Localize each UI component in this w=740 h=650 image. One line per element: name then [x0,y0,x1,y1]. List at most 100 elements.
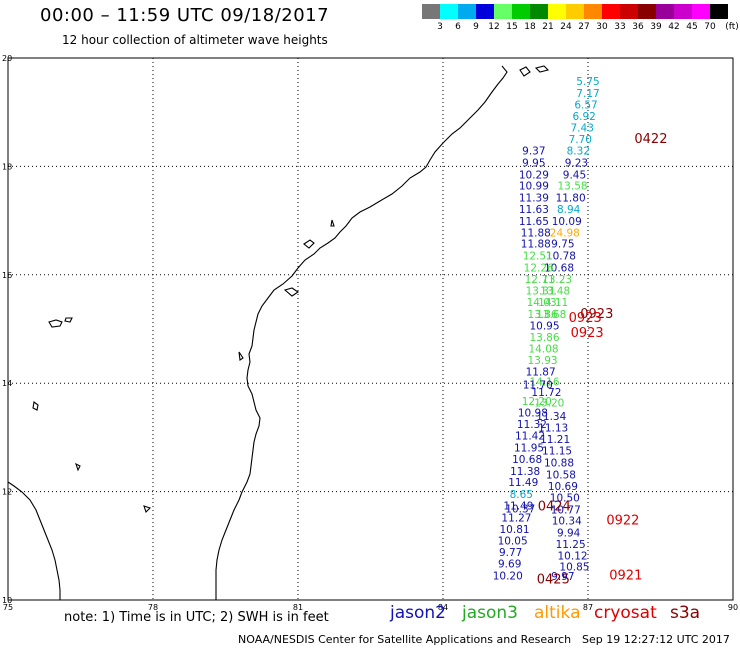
satellite-cryosat: cryosat [594,603,657,623]
swh-value: 11.49 [508,477,538,489]
swh-value: 11.27 [501,512,531,524]
swh-value: 11.87 [526,367,556,379]
legend-swatch [530,4,548,19]
lat-tick-label: 18 [2,162,12,171]
lon-tick-label: 75 [3,603,13,612]
swh-value: 9.94 [557,528,581,540]
swh-value: 10.85 [559,562,589,574]
legend-swatch [548,4,566,19]
swh-value: 8.65 [510,489,533,501]
legend-label: 12 [488,22,500,32]
map-grid [7,57,734,601]
lon-tick-label: 84 [438,603,448,612]
lat-tick-label: 16 [2,271,12,280]
legend-label: 39 [650,22,662,32]
legend-label: 21 [542,22,554,32]
swh-value: 11.38 [510,466,540,478]
swh-value: 14.16 [529,376,559,388]
pass-time-label: 0923 [571,326,604,341]
swh-value: 10.81 [500,524,530,536]
island-3 [32,401,39,411]
swh-value: 9.69 [498,558,521,570]
coastline-india-east [215,65,508,600]
swh-value: 7.17 [576,88,599,100]
swh-value: 11.39 [519,193,549,205]
legend-label: 3 [437,22,443,32]
swh-value: 13.58 [558,181,588,193]
legend-swatch [494,4,512,19]
swh-value: 12.51 [523,251,553,263]
legend-swatch [512,4,530,19]
swh-value: 13.31 [526,285,556,297]
legend-swatch [584,4,602,19]
generation-timestamp: Sep 19 12:27:12 UTC 2017 [582,633,730,646]
swh-value: 11.21 [540,434,570,446]
swh-value: 11.32 [517,419,547,431]
legend-unit: (ft) [725,22,739,32]
swh-value: 11.72 [531,387,561,399]
island-8 [238,351,244,361]
lat-tick-label: 20 [2,54,12,63]
island-6 [303,239,315,249]
pass-time-label: 0923 [580,307,613,322]
legend-label: 33 [614,22,626,32]
island-10 [519,66,531,77]
island-2 [64,317,73,323]
lat-tick-label: 12 [2,488,12,497]
legend-swatch [440,4,458,19]
satellite-jason3: jason3 [462,603,518,623]
legend-label: 42 [668,22,680,32]
swh-value: 11.70 [523,380,553,392]
island-4 [75,462,81,472]
swh-value: 14.08 [529,343,559,355]
satellite-altika: altika [534,603,581,623]
swh-value: 10.98 [518,407,548,419]
swh-value: 10.88 [544,458,574,470]
map-frame [7,57,734,601]
swh-value: 11.49 [503,500,533,512]
swh-value: 10.95 [529,321,559,333]
swh-value: 11.80 [556,193,586,205]
swh-value: 10.78 [546,251,576,263]
swh-value: 10.37 [505,504,535,516]
legend-swatch [674,4,692,19]
swh-value: 11.15 [542,446,572,458]
swh-value: 10.68 [544,263,574,275]
legend-swatch [476,4,494,19]
swh-value: 11.34 [536,411,566,423]
swh-value: 5.75 [576,76,599,88]
swh-value: 9.23 [565,157,588,169]
swh-value: 11.63 [519,204,549,216]
legend-swatch [566,4,584,19]
swh-value: 11.25 [556,539,586,551]
island-5 [143,505,152,514]
legend-label: 70 [704,22,716,32]
map-title: 00:00 – 11:59 UTC 09/18/2017 [40,5,330,26]
swh-value: 11.65 [519,216,549,228]
swh-value: 11.13 [538,422,568,434]
legend-label: 30 [596,22,608,32]
pass-time-label: 0921 [609,568,642,583]
swh-value: 24.98 [550,227,580,239]
swh-value: 7.43 [571,123,594,135]
map-subtitle: 12 hour collection of altimeter wave hei… [62,33,328,47]
swh-value: 12.71 [525,274,555,286]
swh-value: 10.05 [498,536,528,548]
legend-swatch [638,4,656,19]
swh-value: 10.69 [548,481,578,493]
pass-time-label: 0424 [538,500,571,515]
legend-label: 27 [578,22,590,32]
swh-value: 9.45 [563,169,586,181]
swh-value: 13.20 [534,398,564,410]
island-11 [534,65,550,73]
legend-swatch [692,4,710,19]
swh-value: 10.29 [519,169,549,181]
swh-value: 14.11 [538,297,568,309]
satellite-jason2: jason2 [390,603,446,623]
swh-value: 11.42 [515,431,545,443]
swh-value: 13.68 [536,309,566,321]
swh-value: 6.92 [572,111,595,123]
swh-value: 9.97 [551,571,574,583]
footer-note: note: 1) Time is in UTC; 2) SWH is in fe… [64,610,329,625]
